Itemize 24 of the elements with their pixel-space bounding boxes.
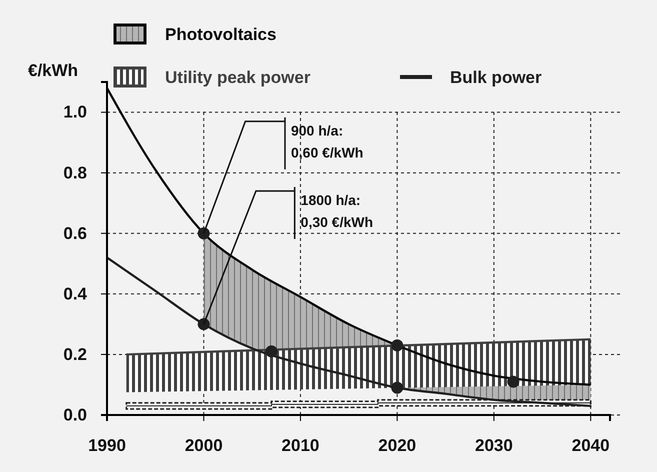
point [391,382,404,394]
point [391,339,404,352]
x-tick-label: 2040 [572,436,610,456]
text: Utility peak power [165,68,311,87]
x-tick-label: 2000 [184,436,223,456]
annotation: 1800 h/a: 0,30 €/kWh [300,192,374,230]
y-tick-label: 0.6 [63,224,87,243]
x-tick-label: 2030 [475,436,513,456]
point [507,376,520,388]
x-tick-label: 2010 [282,436,320,456]
point [265,345,278,358]
y-axis-title: €/kWh [28,61,78,80]
point [198,318,210,330]
y-tick-label: 0.4 [63,284,88,304]
point [198,227,210,240]
annotation: 900 h/a: 0,60 €/kWh [290,122,364,160]
x-tick-label: 2020 [378,436,416,456]
y-tick-label: 0.8 [63,163,87,182]
y-tick-label: 0.0 [63,405,87,424]
y-tick-label: 1.0 [63,102,87,122]
text: Photovoltaics [165,25,276,44]
legend-label: Bulk power [450,68,542,87]
x-tick-label: 1990 [88,436,126,456]
y-tick-label: 0.2 [63,344,87,364]
